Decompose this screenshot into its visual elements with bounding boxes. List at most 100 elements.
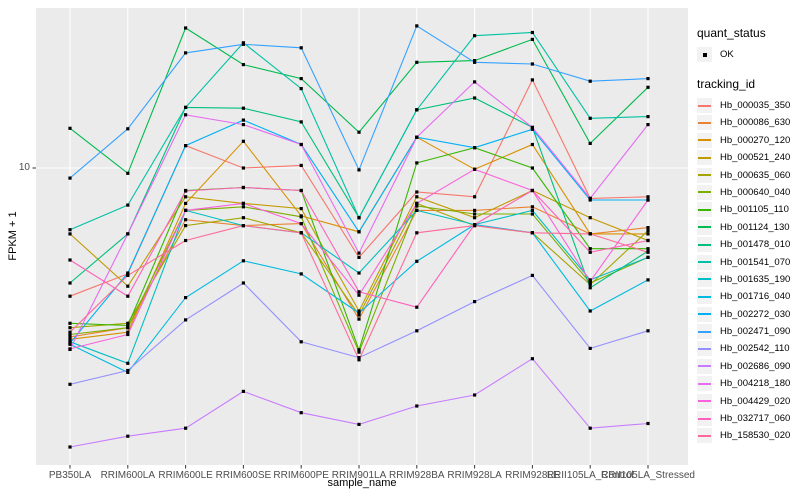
data-point — [588, 232, 592, 236]
data-point — [184, 218, 188, 222]
legend-item-label: Hb_004218_180 — [720, 378, 791, 390]
data-point — [357, 358, 361, 362]
x-axis-title: sample_name — [327, 477, 397, 489]
data-point — [241, 259, 245, 263]
data-point — [646, 229, 650, 233]
series-color-swatch — [697, 428, 712, 444]
data-point — [530, 273, 534, 277]
data-point — [530, 208, 534, 212]
data-point — [473, 34, 477, 38]
data-point — [415, 329, 419, 333]
data-point — [473, 96, 477, 100]
data-point — [473, 195, 477, 199]
data-point — [299, 163, 303, 167]
data-point — [357, 168, 361, 172]
data-point — [646, 195, 650, 199]
data-point — [299, 87, 303, 91]
line-sample-icon — [698, 347, 711, 350]
data-point — [126, 323, 130, 328]
data-point — [588, 309, 592, 313]
legend-tracking-id-title: tracking_id — [697, 77, 756, 91]
data-point — [588, 426, 592, 430]
data-point — [241, 63, 245, 67]
data-point — [588, 286, 592, 290]
ok-point-swatch — [697, 47, 712, 62]
data-point — [415, 60, 419, 64]
data-point — [357, 216, 361, 220]
data-point — [241, 281, 245, 285]
series-color-swatch — [697, 115, 712, 131]
legend-item: Hb_001478_010 — [697, 237, 799, 253]
data-point — [646, 421, 650, 426]
legend-item: Hb_001716_040 — [697, 289, 799, 305]
legend-item: Hb_000521_240 — [697, 150, 799, 166]
data-point — [357, 356, 361, 360]
data-point — [299, 120, 303, 124]
data-point — [357, 350, 361, 354]
data-point — [126, 273, 130, 277]
data-point — [184, 51, 188, 55]
legend-item-label: Hb_000521_240 — [720, 152, 791, 164]
data-point — [126, 368, 130, 373]
legend-item: Hb_002471_090 — [697, 324, 799, 340]
data-point — [299, 231, 303, 235]
data-point — [530, 231, 534, 235]
legend: quant_status OK tracking_id Hb_000035_35… — [697, 26, 799, 446]
series-color-swatch — [697, 254, 712, 270]
line-sample-icon — [698, 295, 711, 298]
series-color-swatch — [697, 341, 712, 357]
data-point — [357, 422, 361, 426]
data-point — [299, 46, 303, 50]
data-point — [357, 293, 361, 297]
x-tick-label: RRIM600LA — [100, 470, 156, 481]
legend-item-label: Hb_158530_020 — [720, 430, 791, 442]
legend-tracking-id-items: Hb_000035_350 Hb_000086_630 Hb_000270_120 H… — [697, 98, 799, 444]
legend-item-label: Hb_002686_090 — [720, 360, 791, 372]
x-tick-label: RRIM928BA — [389, 470, 445, 481]
data-point — [68, 321, 72, 325]
data-point — [588, 216, 592, 220]
data-point — [357, 290, 361, 294]
data-point — [68, 337, 72, 341]
data-point — [126, 271, 130, 275]
data-point — [241, 166, 245, 170]
data-point — [299, 272, 303, 276]
data-point — [588, 250, 592, 254]
data-point — [126, 203, 130, 207]
x-tick-label: RRIM600LE — [158, 470, 213, 481]
data-point — [68, 330, 72, 334]
series-color-swatch — [697, 167, 712, 183]
data-point — [357, 311, 361, 315]
data-point — [530, 78, 534, 82]
data-point — [241, 139, 245, 143]
legend-item: Hb_032717_060 — [697, 411, 799, 427]
line-sample-icon — [698, 417, 711, 420]
data-point — [299, 340, 303, 344]
data-point — [473, 300, 477, 304]
legend-ok-label: OK — [720, 49, 734, 60]
square-point-icon — [702, 52, 707, 57]
line-sample-icon — [698, 330, 711, 333]
legend-item-label: Hb_000640_040 — [720, 186, 791, 198]
data-point — [184, 318, 188, 322]
data-point — [473, 80, 477, 84]
data-point — [68, 382, 72, 386]
series-color-swatch — [697, 306, 712, 322]
data-point — [588, 116, 592, 120]
data-point — [415, 305, 419, 309]
data-point — [473, 208, 477, 212]
series-color-swatch — [697, 132, 712, 148]
data-point — [184, 195, 188, 199]
data-point — [299, 215, 303, 219]
data-point — [68, 445, 72, 449]
series-color-swatch — [697, 271, 712, 287]
data-point — [473, 167, 477, 171]
data-point — [241, 205, 245, 209]
legend-item-label: Hb_001105_110 — [720, 204, 789, 216]
data-point — [126, 294, 130, 298]
data-point — [299, 188, 303, 193]
line-sample-icon — [698, 400, 711, 403]
data-point — [473, 146, 477, 150]
data-point — [68, 258, 72, 262]
